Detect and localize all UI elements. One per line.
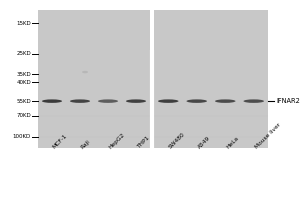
Ellipse shape (98, 99, 118, 103)
Text: THP1: THP1 (136, 136, 150, 150)
Ellipse shape (82, 71, 88, 73)
Ellipse shape (126, 99, 146, 103)
Text: 15KD: 15KD (16, 21, 31, 26)
Text: 100KD: 100KD (13, 134, 31, 139)
Text: IFNAR2: IFNAR2 (276, 98, 300, 104)
Ellipse shape (244, 99, 264, 103)
Text: 55KD: 55KD (16, 99, 31, 104)
Ellipse shape (187, 99, 207, 103)
Text: 70KD: 70KD (16, 113, 31, 118)
Ellipse shape (158, 99, 178, 103)
Text: 35KD: 35KD (16, 72, 31, 77)
Bar (154, 10, 268, 148)
Bar (38, 10, 150, 148)
Ellipse shape (42, 99, 62, 103)
Text: HepG2: HepG2 (108, 132, 126, 150)
Text: 25KD: 25KD (16, 51, 31, 56)
Ellipse shape (215, 99, 236, 103)
Ellipse shape (70, 99, 90, 103)
Text: Mouse liver: Mouse liver (254, 122, 281, 150)
Text: SW480: SW480 (168, 132, 187, 150)
Text: Raji: Raji (80, 139, 91, 150)
Text: 40KD: 40KD (16, 80, 31, 85)
Text: A549: A549 (197, 136, 211, 150)
Text: MCF-1: MCF-1 (52, 133, 68, 150)
Text: HeLa: HeLa (225, 136, 239, 150)
